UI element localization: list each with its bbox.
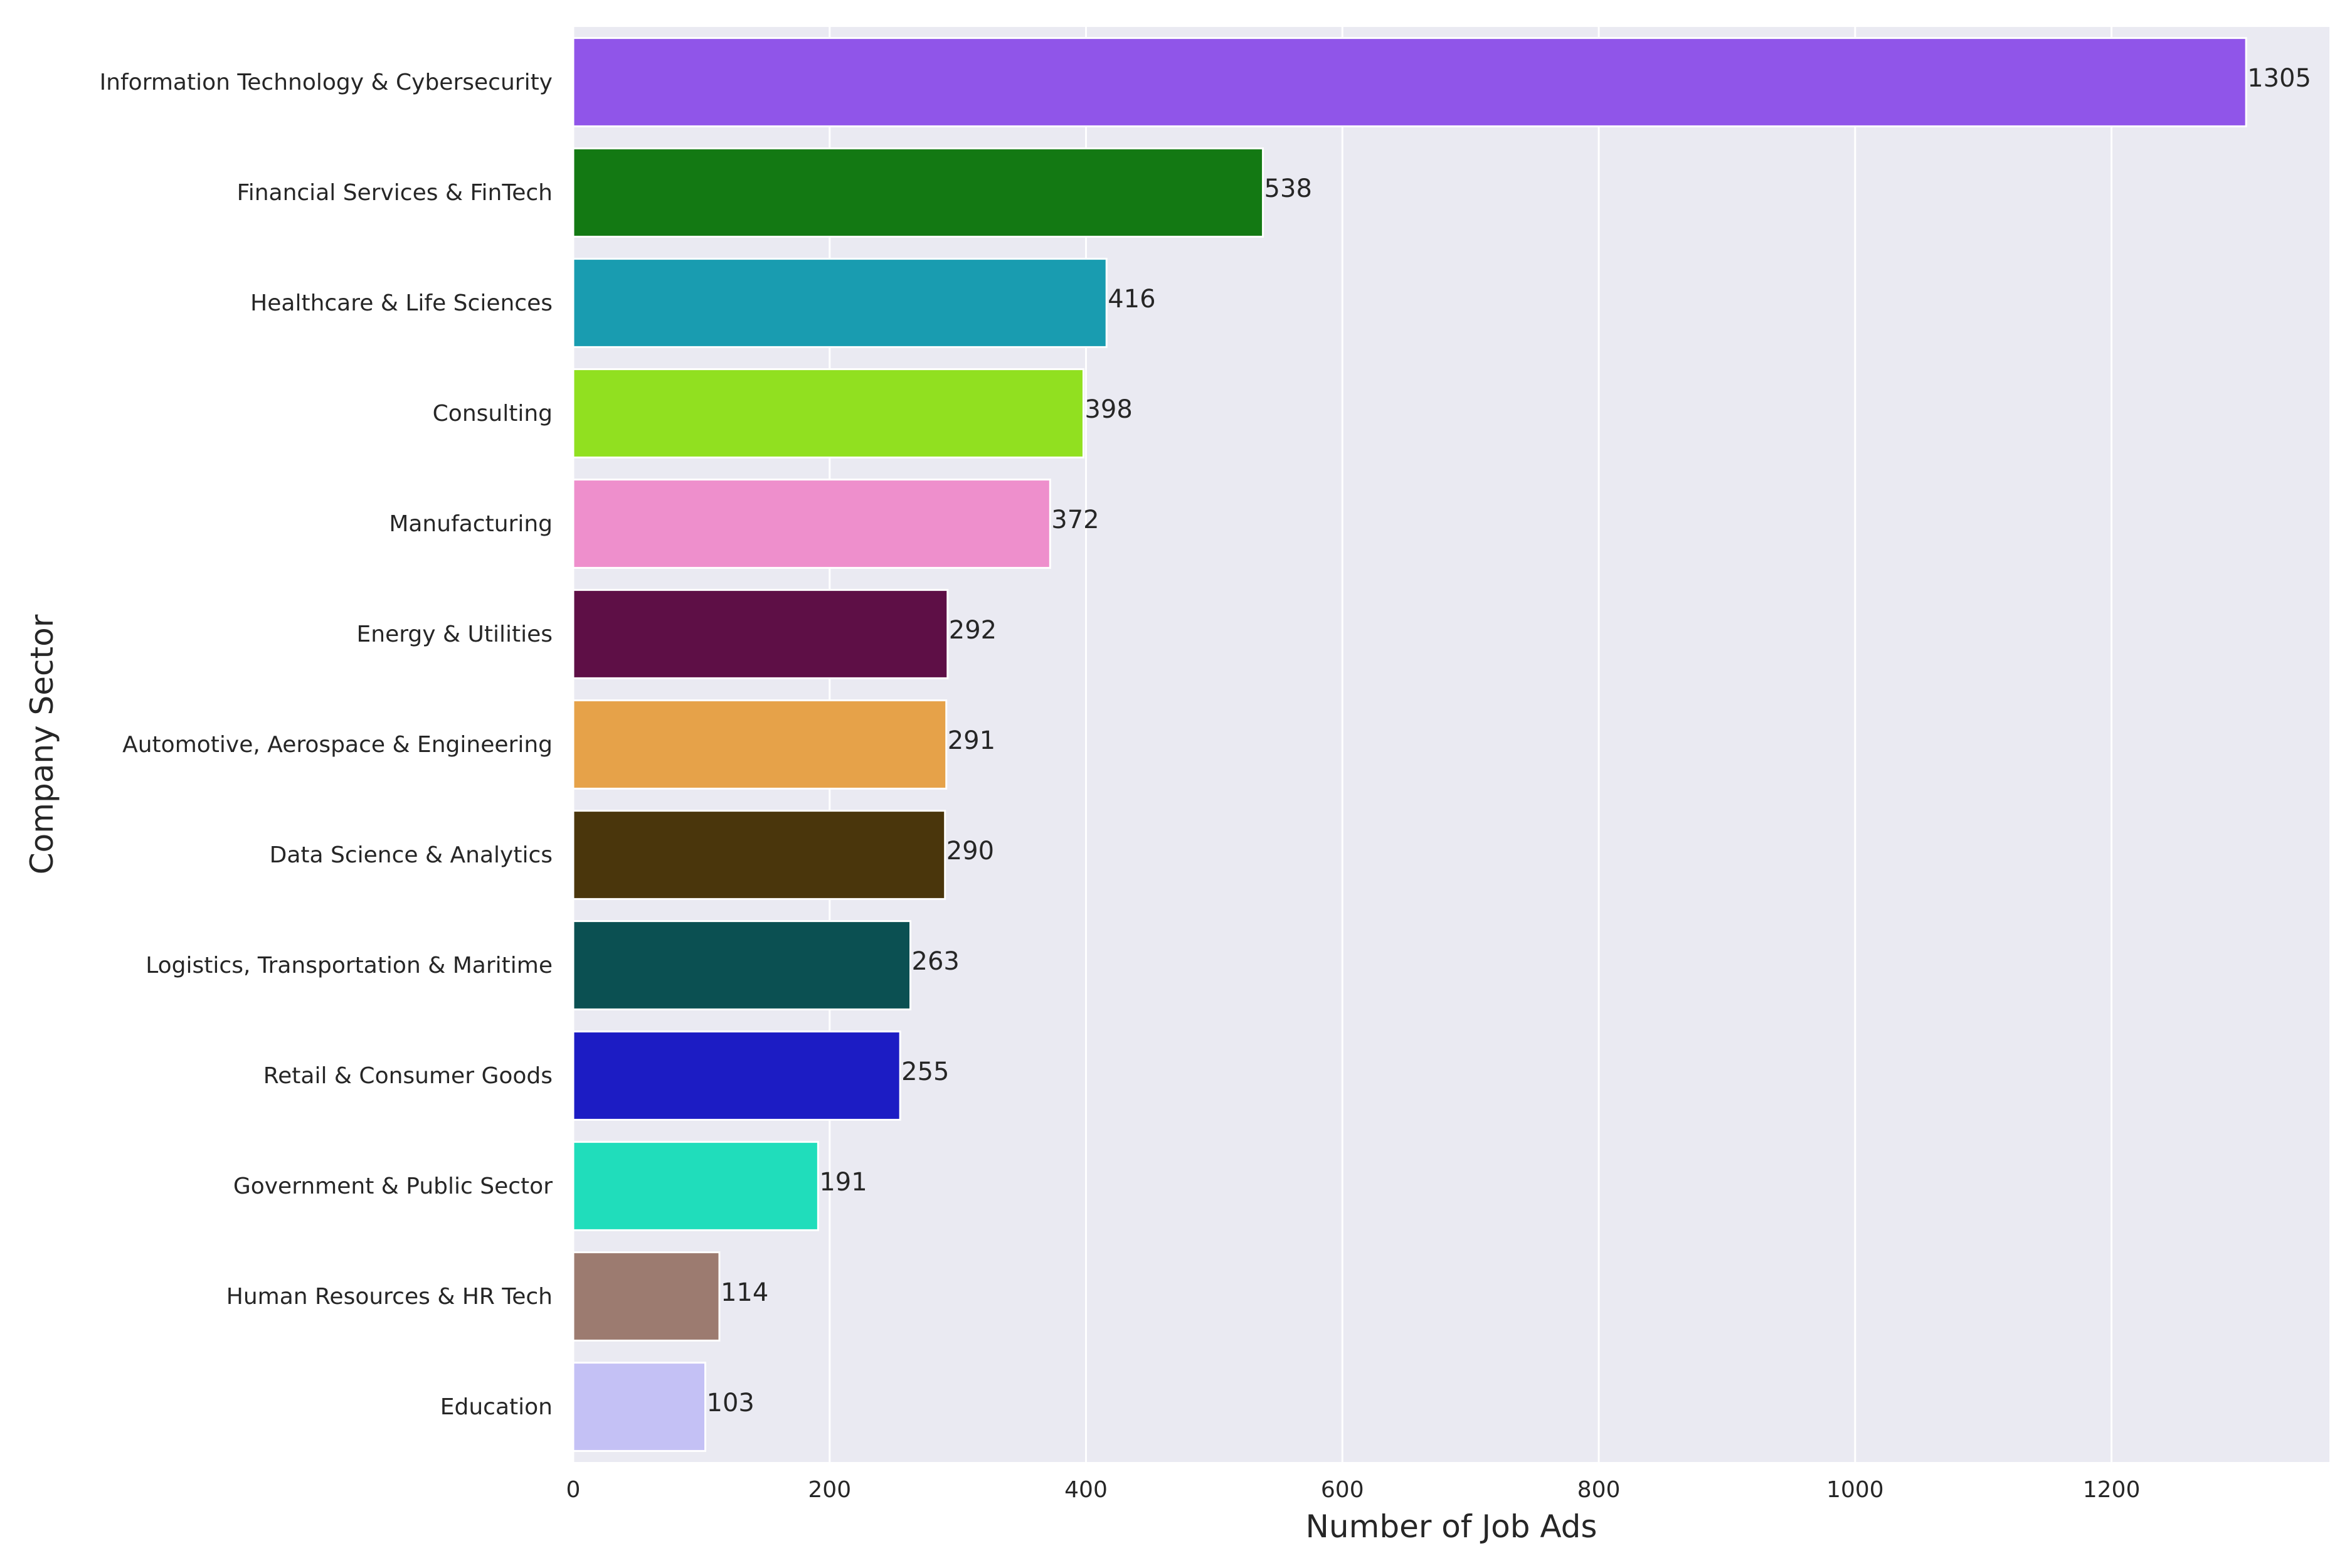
category-label: Data Science & Analytics <box>270 842 553 868</box>
bar-value-label: 538 <box>1264 174 1312 203</box>
bar-value-label: 372 <box>1051 506 1099 534</box>
category-label: Government & Public Sector <box>233 1173 553 1199</box>
category-label: Financial Services & FinTech <box>237 180 553 206</box>
bar <box>572 810 946 900</box>
category-label: Information Technology & Cybersecurity <box>100 70 553 95</box>
x-tick-label: 1000 <box>1826 1477 1884 1503</box>
x-tick-label: 800 <box>1577 1477 1621 1503</box>
bar-value-label: 263 <box>912 947 960 976</box>
category-label: Consulting <box>433 401 553 426</box>
category-label: Retail & Consumer Goods <box>263 1063 553 1089</box>
bars <box>572 37 2247 1452</box>
x-tick-label: 200 <box>808 1477 851 1503</box>
bar-value-label: 291 <box>948 726 995 755</box>
bar <box>572 589 949 679</box>
bar <box>572 368 1084 458</box>
category-label: Manufacturing <box>389 511 553 537</box>
bar-value-label: 1305 <box>2247 64 2311 93</box>
category-label: Energy & Utilities <box>357 622 553 647</box>
bar <box>572 920 912 1010</box>
bar-value-label: 103 <box>707 1389 755 1417</box>
bar <box>572 1030 901 1121</box>
bar <box>572 699 948 790</box>
bar <box>572 258 1108 348</box>
category-label: Education <box>440 1394 553 1420</box>
x-tick-label: 0 <box>566 1477 581 1503</box>
y-axis-title: Company Sector <box>24 614 60 874</box>
bar <box>572 37 2247 127</box>
bar-value-label: 398 <box>1084 395 1132 424</box>
bar-value-label: 191 <box>819 1168 867 1197</box>
category-label: Healthcare & Life Sciences <box>250 290 553 316</box>
bar <box>572 1362 707 1452</box>
category-label: Automotive, Aerospace & Engineering <box>122 732 553 758</box>
bar <box>572 479 1051 569</box>
x-axis-title: Number of Job Ads <box>1306 1508 1597 1545</box>
category-label: Logistics, Transportation & Maritime <box>146 953 553 978</box>
bar-value-label: 290 <box>946 837 994 866</box>
bar <box>572 1251 721 1342</box>
bar <box>572 147 1264 238</box>
category-label: Human Resources & HR Tech <box>226 1284 553 1310</box>
x-tick-label: 600 <box>1321 1477 1364 1503</box>
x-tick-label: 1200 <box>2083 1477 2141 1503</box>
bar-value-label: 255 <box>901 1057 949 1086</box>
x-tick-labels: 0 200 400 600 800 1000 1200 <box>566 1477 2141 1503</box>
bar-value-label: 114 <box>721 1278 768 1307</box>
bar-value-label: 416 <box>1108 285 1155 314</box>
bar-value-label: 292 <box>949 616 997 645</box>
category-labels: Information Technology & Cybersecurity Fi… <box>100 70 553 1420</box>
value-labels: 1305 538 416 398 372 292 291 290 263 255 191 114 103 <box>707 64 2311 1417</box>
bar <box>572 1141 819 1231</box>
x-tick-label: 400 <box>1064 1477 1108 1503</box>
